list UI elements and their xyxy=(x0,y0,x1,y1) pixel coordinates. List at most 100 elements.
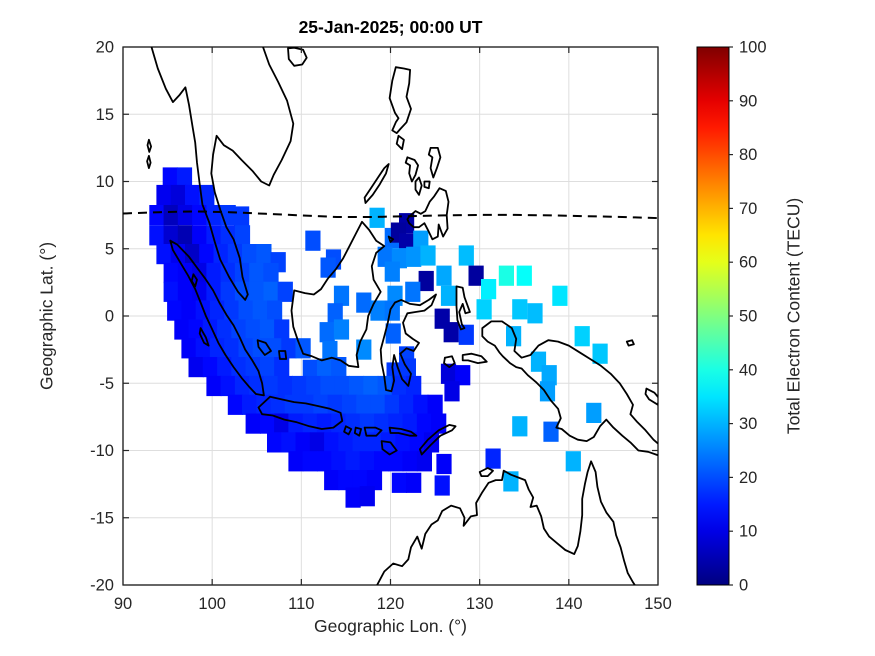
colorbar-tick-label: 50 xyxy=(739,308,757,326)
tec-cell xyxy=(324,470,340,491)
tec-cell xyxy=(263,262,279,284)
y-axis-label: Geographic Lat. (°) xyxy=(36,241,57,391)
tec-cell xyxy=(327,303,343,324)
tec-cell xyxy=(406,472,422,493)
tec-cell xyxy=(333,285,350,306)
coastline-new-guinea xyxy=(481,320,658,457)
tec-cell xyxy=(163,281,179,302)
tec-cell xyxy=(299,394,315,415)
tec-cell xyxy=(234,206,250,227)
tec-cell xyxy=(206,205,222,226)
tec-cell xyxy=(174,319,190,340)
tec-cell xyxy=(481,279,497,300)
coastlines xyxy=(146,47,658,585)
tec-cell xyxy=(420,245,436,266)
colorbar-label: Total Electron Content (TECU) xyxy=(783,197,804,435)
tec-cell xyxy=(277,375,293,397)
tec-cell xyxy=(370,394,386,415)
tec-cell xyxy=(177,205,193,226)
tec-cell xyxy=(506,326,522,347)
coastline-java xyxy=(257,395,344,430)
coastline-nias xyxy=(190,273,198,288)
tec-cell xyxy=(302,359,318,380)
colorbar-tick-label: 0 xyxy=(739,577,748,595)
tec-cell xyxy=(541,365,557,386)
tec-cell xyxy=(402,451,418,472)
x-tick-label: 150 xyxy=(644,595,672,613)
tec-cell xyxy=(427,394,443,415)
tec-cell xyxy=(413,394,429,415)
tec-cell xyxy=(316,451,333,472)
tec-cell xyxy=(249,262,265,284)
tec-cell xyxy=(302,451,318,472)
tec-cell xyxy=(281,432,297,453)
tec-cell xyxy=(176,167,193,188)
colorbar-tick-label: 10 xyxy=(739,523,757,541)
tec-cell xyxy=(352,470,368,491)
tec-cell xyxy=(366,432,383,453)
tec-cell xyxy=(485,448,501,469)
tec-cell xyxy=(245,413,261,434)
coastline-manus xyxy=(625,339,635,347)
tec-cell xyxy=(359,451,375,472)
tec-cell xyxy=(345,451,361,472)
coastline-siberut xyxy=(198,327,210,347)
tec-cell xyxy=(388,451,404,472)
tec-cell xyxy=(374,451,390,472)
coastline-melville xyxy=(478,467,494,477)
tec-cell xyxy=(249,281,265,302)
coastline-negros xyxy=(414,176,423,196)
tec-cell xyxy=(512,416,528,437)
tec-cell xyxy=(242,244,258,265)
y-tick-label: -10 xyxy=(90,442,114,460)
tec-cell xyxy=(245,319,261,340)
tec-cell xyxy=(345,487,361,508)
coastline-indochina-malay-peninsula xyxy=(150,47,295,301)
tec-cell xyxy=(274,357,290,378)
colorbar: 0 10 20 30 40 50 60 70 80 90 100 xyxy=(696,39,767,595)
tec-cell xyxy=(309,432,325,453)
tec-cell xyxy=(192,205,208,226)
tec-cell xyxy=(384,300,400,321)
tec-cell xyxy=(476,299,492,320)
tec-cell xyxy=(324,432,340,453)
tec-cell xyxy=(256,244,272,265)
tec-cell xyxy=(267,432,283,453)
tec-cell xyxy=(156,244,172,265)
tec-cell xyxy=(359,413,375,434)
tec-cell xyxy=(284,394,300,415)
tec-cell xyxy=(224,300,240,321)
tec-cell xyxy=(292,375,308,397)
tec-cell xyxy=(385,323,401,344)
tec-cell xyxy=(592,343,608,364)
plot-title: 25-Jan-2025; 00:00 UT xyxy=(298,17,483,37)
axis-ticks xyxy=(122,46,659,586)
tec-cell xyxy=(322,340,338,362)
tec-cell xyxy=(320,257,336,278)
tec-cell xyxy=(185,184,201,206)
coastline-buru xyxy=(443,355,456,368)
tec-cell xyxy=(418,270,434,292)
tec-cell xyxy=(384,394,400,415)
tec-cell xyxy=(331,451,347,472)
tec-cell xyxy=(192,225,208,246)
tec-cell xyxy=(263,375,279,397)
tec-cell xyxy=(333,319,350,340)
colorbar-tick-label: 60 xyxy=(739,254,757,272)
colorbar-tick-label: 20 xyxy=(739,469,757,487)
coastline-panay xyxy=(404,156,419,183)
tec-cell xyxy=(436,453,452,475)
tec-cell xyxy=(288,413,304,434)
tec-cell xyxy=(395,432,411,453)
colorbar-tick-label: 30 xyxy=(739,415,757,433)
tec-cell xyxy=(498,265,514,286)
tec-cell xyxy=(206,262,222,284)
colorbar-tick-label: 90 xyxy=(739,92,757,110)
tec-cell xyxy=(539,381,556,402)
coastline-australia xyxy=(376,460,636,585)
tec-cell xyxy=(363,375,379,397)
tec-cell xyxy=(163,225,179,246)
coastline-timor xyxy=(419,424,457,456)
coastline-belitung xyxy=(278,350,288,360)
